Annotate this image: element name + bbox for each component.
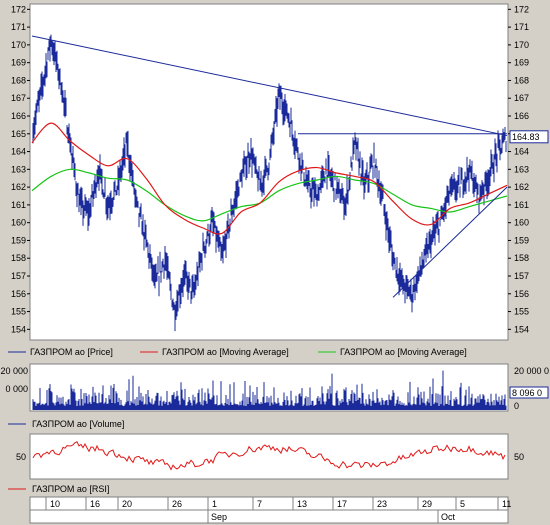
y-tick-label-right: 157 [514, 271, 529, 281]
y-tick-label-left: 172 [11, 4, 26, 14]
legend-label: ГАЗПРОМ ао [Price] [30, 347, 113, 357]
y-tick-label-left: 156 [11, 289, 26, 299]
y-tick-label-right: 156 [514, 289, 529, 299]
month-label: Sep [211, 512, 227, 522]
date-label: 7 [257, 499, 262, 509]
volume-tick-label-left: 20 000 [0, 366, 28, 376]
rsi-plot-area [29, 433, 509, 480]
y-tick-label-right: 169 [514, 58, 529, 68]
y-tick-label-left: 163 [11, 164, 26, 174]
legend-label: ГАЗПРОМ ао [Volume] [32, 419, 124, 429]
y-tick-label-right: 170 [514, 40, 529, 50]
date-label: 29 [422, 499, 432, 509]
y-tick-label-left: 164 [11, 147, 26, 157]
y-tick-label-left: 161 [11, 200, 26, 210]
y-tick-label-right: 159 [514, 235, 529, 245]
y-tick-label-right: 171 [514, 22, 529, 32]
date-axis-months [29, 509, 509, 524]
y-tick-label-left: 167 [11, 93, 26, 103]
y-tick-label-left: 155 [11, 307, 26, 317]
y-tick-label-right: 158 [514, 253, 529, 263]
y-tick-label-left: 171 [11, 22, 26, 32]
y-tick-label-left: 159 [11, 235, 26, 245]
volume-tick-label-right: 0 [514, 401, 519, 411]
y-tick-label-right: 163 [514, 164, 529, 174]
y-tick-label-right: 168 [514, 75, 529, 85]
y-tick-label-right: 167 [514, 93, 529, 103]
y-tick-label-right: 166 [514, 111, 529, 121]
date-label: 26 [172, 499, 182, 509]
date-label: 1 [212, 499, 217, 509]
y-tick-label-left: 169 [11, 58, 26, 68]
last-price-label: 164.83 [512, 132, 540, 142]
date-label: 11 [502, 499, 511, 509]
trend-line [31, 35, 508, 137]
y-tick-label-left: 157 [11, 271, 26, 281]
y-tick-label-right: 154 [514, 324, 529, 334]
y-tick-label-left: 158 [11, 253, 26, 263]
date-label: 10 [50, 499, 60, 509]
y-tick-label-right: 155 [514, 307, 529, 317]
moving-average-red-line [31, 122, 508, 235]
y-tick-label-left: 170 [11, 40, 26, 50]
volume-series-bars [32, 370, 507, 410]
last-price-box [509, 130, 549, 144]
date-label: 20 [122, 499, 132, 509]
date-label: 17 [337, 499, 347, 509]
y-tick-label-left: 166 [11, 111, 26, 121]
legend-label: ГАЗПРОМ ао [Moving Average] [162, 347, 289, 357]
date-axis-days [29, 496, 509, 511]
rsi-tick-label-right: 50 [514, 452, 524, 462]
volume-tick-label-right: 20 000 0 [514, 366, 549, 376]
rsi-series-line [32, 441, 506, 471]
last-volume-label: 8 096 0 [512, 388, 542, 398]
date-label: 5 [460, 499, 465, 509]
date-label: 13 [297, 499, 307, 509]
legend-label: ГАЗПРОМ ао [Moving Average] [340, 347, 467, 357]
y-tick-label-left: 168 [11, 75, 26, 85]
date-label: 16 [90, 499, 100, 509]
last-volume-box [509, 386, 549, 399]
y-tick-label-left: 160 [11, 218, 26, 228]
trend-line [392, 186, 508, 298]
moving-average-green-line [31, 168, 508, 222]
y-tick-label-left: 162 [11, 182, 26, 192]
y-tick-label-right: 164 [514, 147, 529, 157]
y-tick-label-right: 172 [514, 4, 529, 14]
y-tick-label-left: 154 [11, 324, 26, 334]
y-tick-label-right: 162 [514, 182, 529, 192]
y-tick-label-right: 160 [514, 218, 529, 228]
month-label: Oct [441, 512, 456, 522]
y-tick-label-left: 165 [11, 129, 26, 139]
y-tick-label-right: 161 [514, 200, 529, 210]
volume-tick-label-left: 0 000 [5, 384, 28, 394]
legend-label: ГАЗПРОМ ао [RSI] [32, 484, 109, 494]
rsi-tick-label-left: 50 [16, 452, 26, 462]
date-label: 23 [377, 499, 387, 509]
